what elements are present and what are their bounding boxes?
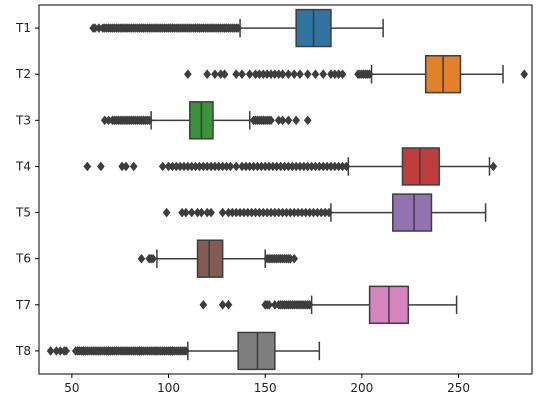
box-group-t7 [199,285,458,325]
outlier-point [207,207,215,218]
outlier-point [489,161,498,172]
y-tick-label: T6 [15,252,31,266]
outlier-point [145,115,154,126]
outlier-point [290,69,299,80]
outlier-point [226,161,235,172]
outlier-point [83,161,92,172]
outlier-point [292,115,301,126]
outlier-point [284,115,293,126]
box-iqr [392,193,433,232]
outlier-point [278,69,287,80]
outlier-point [46,346,55,356]
y-tick-label: T7 [15,298,31,312]
box-group-t8 [46,331,321,371]
outlier-point [62,346,70,356]
x-tick-label: 250 [447,381,470,395]
outlier-point [220,69,229,80]
box-group-t3 [100,101,312,140]
outlier-point [311,69,320,80]
outlier-point [199,299,208,310]
outlier-point [197,207,206,218]
outlier-point [290,253,299,264]
outlier-point [129,161,138,172]
outlier-point [305,299,314,310]
outlier-point [187,207,196,218]
outlier-point [232,69,241,80]
outlier-point [319,69,328,80]
outlier-point [218,207,227,218]
x-tick-label: 150 [254,381,277,395]
outlier-point [211,69,219,80]
y-tick-label: T8 [15,344,31,358]
plot-area [46,8,529,371]
outlier-point [122,161,130,172]
box-iqr [237,331,276,371]
outlier-point [218,299,227,310]
outlier-point [158,161,167,172]
outlier-point [96,161,105,172]
x-tick-label: 100 [157,381,180,395]
outlier-point [183,69,192,80]
outlier-point [342,161,351,172]
x-tick-label: 200 [350,381,373,395]
outlier-point [265,299,273,310]
outlier-point [232,161,241,172]
outlier-point [296,69,304,80]
box-group-t5 [162,193,487,232]
outlier-point [267,115,275,126]
box-iqr [196,239,224,278]
outlier-point [365,69,374,80]
box-group-t6 [137,239,299,278]
outlier-point [224,299,233,310]
outlier-point [325,207,333,218]
outlier-point [520,69,529,80]
outlier-point [137,253,146,264]
axes-frame [38,4,533,375]
outlier-point [182,207,190,218]
outlier-point [278,115,287,126]
outlier-point [182,346,190,356]
outlier-point [234,23,243,33]
y-tick-label: T3 [15,113,31,127]
outlier-point [338,69,347,80]
box-group-t1 [89,8,384,48]
x-tick-label: 50 [64,381,79,395]
box-group-t2 [183,54,529,94]
outlier-point [245,69,254,80]
outlier-point [303,69,312,80]
outlier-point [162,207,171,218]
y-tick-label: T1 [15,21,31,35]
outlier-point [284,69,293,80]
outlier-point [203,69,212,80]
box-iqr [401,147,440,186]
outlier-point [149,253,157,264]
y-tick-label: T5 [15,206,31,220]
outlier-point [238,69,246,80]
box-group-t4 [83,147,498,186]
y-tick-label: T2 [15,67,31,81]
axes: T1 T2 T3 T4 T5 T6 T7 T8 50 100 150 200 250 [15,21,470,395]
outlier-point [303,115,312,126]
y-tick-label: T4 [15,159,31,173]
